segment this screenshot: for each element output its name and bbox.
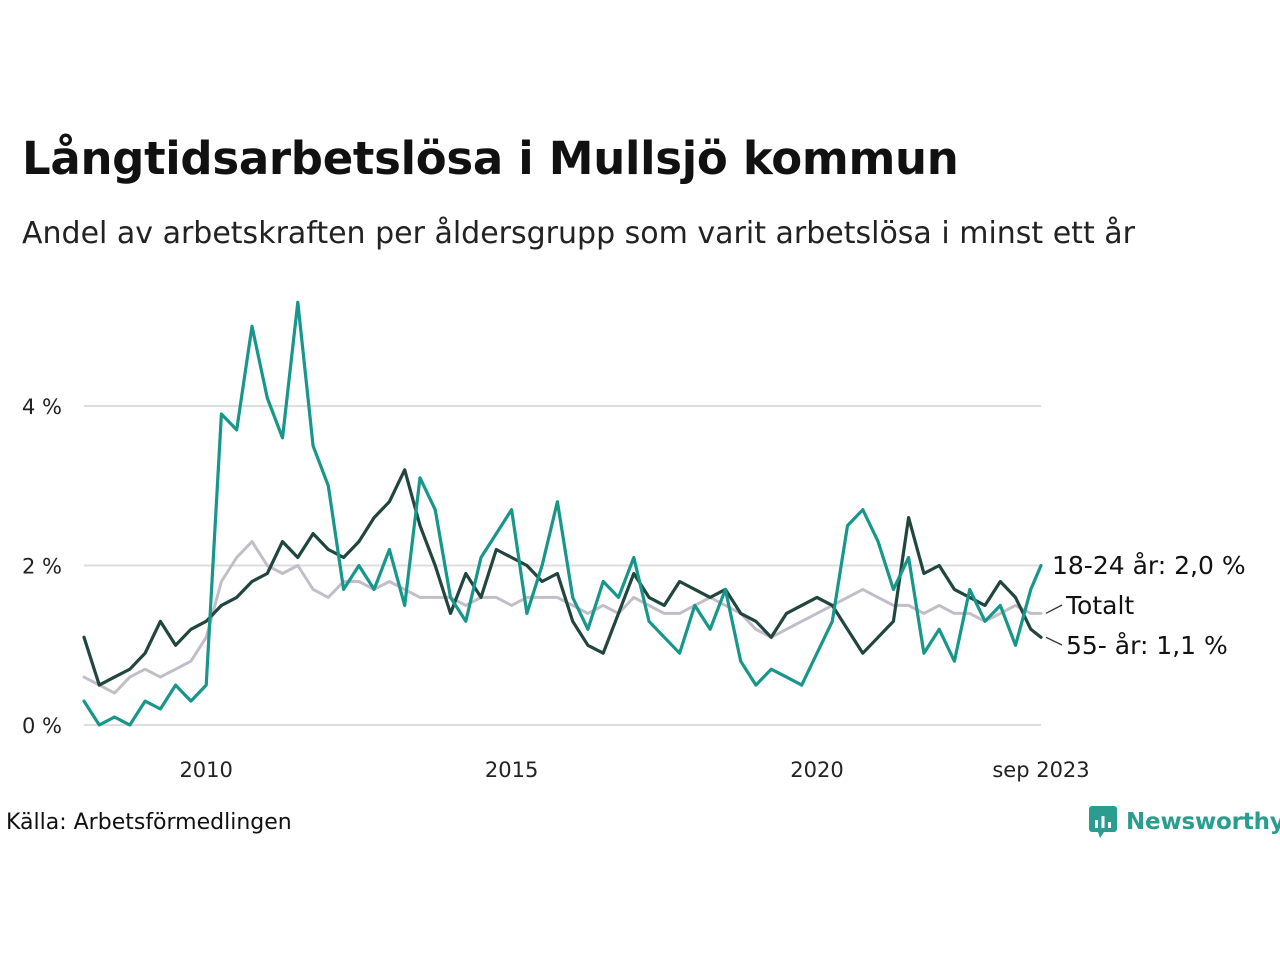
x-axis-ticks: 2010 2015 2020 sep 2023 (179, 758, 1089, 782)
series-line-senior (82, 468, 1043, 687)
end-label-youth: 18-24 år: 2,0 % (1052, 551, 1246, 580)
y-tick-label: 4 % (22, 395, 62, 419)
end-labels: Totalt 55- år: 1,1 % 18-24 år: 2,0 % (1045, 551, 1246, 660)
brand-name: Newsworthy (1126, 809, 1280, 835)
y-axis-ticks: 0 % 2 % 4 % (22, 395, 62, 738)
x-tick-label: 2015 (485, 758, 538, 782)
y-tick-label: 0 % (22, 714, 62, 738)
x-tick-label: 2020 (790, 758, 843, 782)
brand-logo: Newsworthy (1088, 804, 1280, 840)
x-tick-label: 2010 (179, 758, 232, 782)
x-tick-label: sep 2023 (992, 758, 1089, 782)
series-line-total (82, 540, 1043, 695)
chart-title: Långtidsarbetslösa i Mullsjö kommun (22, 132, 959, 185)
source-note: Källa: Arbetsförmedlingen (6, 810, 292, 835)
end-label-total: Totalt (1065, 591, 1134, 620)
series-lines (82, 300, 1043, 727)
newsworthy-logo-icon (1089, 806, 1117, 838)
line-chart: 0 % 2 % 4 % 2010 2015 2020 sep 2023 Totalt 55-… (22, 300, 1246, 782)
y-tick-label: 2 % (22, 555, 62, 579)
label-leader-senior (1045, 636, 1063, 646)
gridlines (84, 405, 1041, 726)
series-line-youth (82, 300, 1043, 727)
end-label-senior: 55- år: 1,1 % (1066, 631, 1228, 660)
chart-subtitle: Andel av arbetskraften per åldersgrupp s… (22, 216, 1135, 251)
label-leader-total (1045, 604, 1063, 614)
